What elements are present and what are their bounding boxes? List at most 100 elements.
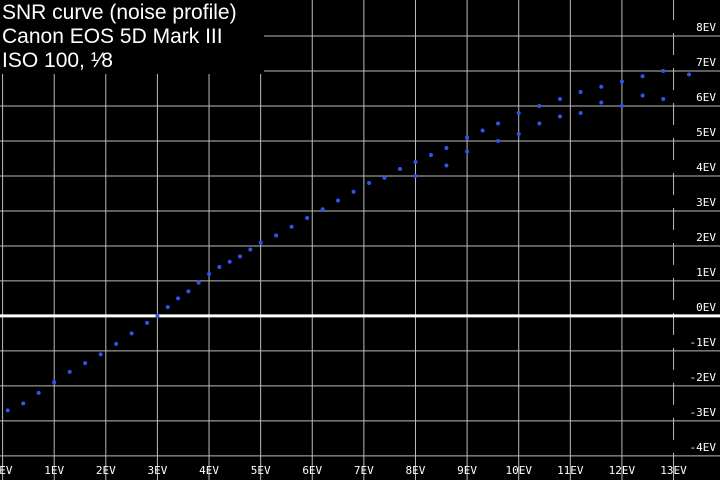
x-tick-label: 3EV bbox=[147, 464, 167, 477]
y-tick-label: 4EV bbox=[696, 161, 716, 174]
point bbox=[578, 90, 583, 95]
point bbox=[444, 145, 449, 150]
point bbox=[165, 305, 170, 310]
point bbox=[558, 114, 562, 119]
label-bg bbox=[668, 229, 720, 243]
point bbox=[98, 352, 103, 357]
point bbox=[480, 128, 485, 133]
label-bg bbox=[668, 404, 720, 418]
x-tick-label: 4EV bbox=[199, 464, 219, 477]
point bbox=[558, 97, 562, 102]
y-tick-label: 1EV bbox=[696, 266, 716, 279]
x-tick-label: 11EV bbox=[557, 464, 584, 477]
point bbox=[661, 69, 666, 74]
label-bg bbox=[668, 299, 720, 313]
x-tick-label: 0EV bbox=[0, 464, 13, 477]
label-bg bbox=[668, 264, 720, 278]
point bbox=[52, 380, 57, 385]
x-tick-label: 12EV bbox=[609, 464, 636, 477]
y-tick-label: -4EV bbox=[690, 441, 717, 454]
label-bg bbox=[668, 55, 720, 69]
chart-title: SNR curve (noise profile) bbox=[2, 1, 237, 24]
point bbox=[687, 72, 692, 77]
point bbox=[444, 163, 449, 168]
label-bg bbox=[668, 369, 720, 383]
point bbox=[537, 121, 542, 126]
points bbox=[5, 58, 692, 413]
point bbox=[320, 207, 325, 212]
point bbox=[305, 215, 310, 220]
x-tick-label: 8EV bbox=[406, 464, 426, 477]
y-tick-label: -1EV bbox=[690, 336, 717, 349]
point bbox=[640, 93, 645, 98]
y-tick-label: 3EV bbox=[696, 196, 716, 209]
label-bg bbox=[668, 20, 720, 34]
chart-title: Canon EOS 5D Mark III bbox=[2, 25, 223, 48]
x-tick-label: 7EV bbox=[354, 464, 374, 477]
x-tick-label: 13EV bbox=[660, 464, 687, 477]
label-bg bbox=[668, 90, 720, 104]
y-tick-label: -2EV bbox=[690, 371, 717, 384]
point bbox=[599, 84, 604, 89]
x-tick-label: 9EV bbox=[457, 464, 477, 477]
chart-title: ISO 100, ¹⁄8 bbox=[2, 49, 113, 72]
y-tick-label: 0EV bbox=[696, 301, 716, 314]
y-tick-label: 5EV bbox=[696, 126, 716, 139]
point bbox=[274, 233, 279, 238]
point bbox=[428, 152, 433, 157]
point bbox=[599, 100, 604, 105]
point bbox=[155, 313, 160, 318]
point bbox=[578, 111, 583, 116]
point bbox=[21, 401, 26, 406]
label-bg bbox=[668, 159, 720, 173]
point bbox=[217, 264, 222, 269]
tick-labels: 0EV 1EV 2EV 3EV 4EV 5EV 6EV 7EV 8EV 9EV 10EV 11EV 12… bbox=[0, 20, 720, 477]
point bbox=[496, 138, 501, 143]
point bbox=[145, 320, 150, 325]
point bbox=[382, 175, 387, 180]
point bbox=[398, 166, 402, 171]
point bbox=[36, 390, 41, 395]
point bbox=[114, 341, 119, 346]
point bbox=[367, 180, 372, 185]
point bbox=[351, 189, 356, 194]
y-tick-label: -3EV bbox=[690, 406, 717, 419]
label-bg bbox=[668, 124, 720, 138]
title-box bbox=[0, 0, 264, 74]
x-tick-label: 1EV bbox=[44, 464, 64, 477]
y-tick-label: 6EV bbox=[696, 91, 716, 104]
point bbox=[619, 79, 624, 84]
y-tick-label: 8EV bbox=[696, 21, 716, 34]
point bbox=[336, 198, 341, 203]
y-tick-label: 7EV bbox=[696, 56, 716, 69]
point bbox=[516, 131, 521, 136]
point bbox=[289, 224, 294, 229]
point bbox=[176, 296, 181, 301]
point bbox=[640, 74, 645, 79]
point bbox=[496, 121, 501, 126]
x-tick-label: 6EV bbox=[302, 464, 322, 477]
label-bg bbox=[668, 194, 720, 208]
point bbox=[238, 254, 242, 259]
point bbox=[67, 369, 72, 374]
point bbox=[413, 159, 418, 164]
label-bg bbox=[668, 439, 720, 453]
point bbox=[465, 149, 470, 154]
point bbox=[516, 111, 521, 116]
y-tick-label: 2EV bbox=[696, 231, 716, 244]
point bbox=[661, 97, 666, 102]
point bbox=[207, 271, 212, 276]
point bbox=[258, 240, 263, 245]
x-tick-label: 5EV bbox=[251, 464, 271, 477]
point bbox=[465, 135, 470, 140]
point bbox=[248, 247, 253, 252]
point bbox=[129, 331, 134, 336]
label-bg bbox=[668, 334, 720, 348]
point bbox=[413, 173, 418, 178]
point bbox=[186, 289, 191, 294]
point bbox=[227, 259, 232, 264]
x-tick-label: 10EV bbox=[505, 464, 532, 477]
point bbox=[619, 104, 624, 109]
